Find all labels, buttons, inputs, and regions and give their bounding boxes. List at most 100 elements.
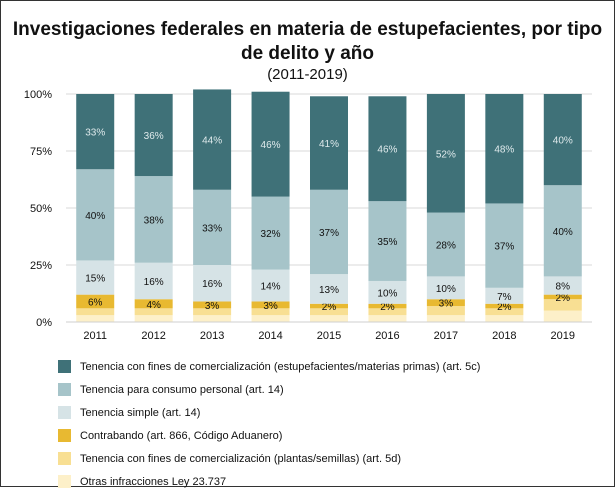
legend-label: Contrabando (art. 866, Código Aduanero)	[80, 429, 283, 442]
bar-segment	[251, 301, 290, 309]
bar-segment	[310, 189, 348, 275]
bar-segment	[76, 294, 115, 309]
legend-item: Otras infracciones Ley 23.737	[58, 470, 480, 493]
bar-segment	[193, 315, 232, 322]
bar-segment	[251, 315, 290, 322]
data-label: 32%	[261, 229, 281, 240]
bar-segment	[310, 308, 348, 316]
y-tick-label: 75%	[30, 146, 52, 158]
bar-segment	[543, 276, 582, 295]
data-label: 40%	[553, 136, 573, 147]
bar-segment	[134, 315, 173, 322]
data-label: 10%	[377, 288, 397, 299]
y-tick-label: 50%	[30, 203, 52, 215]
bar-segment	[134, 299, 173, 309]
y-tick-label: 0%	[36, 317, 52, 329]
bar-segment	[134, 308, 173, 316]
stacked-bar-chart: 0% 25% 50% 75% 100% 6% 15% 40% 33% 2011 4% 16% 38% 36…	[24, 89, 592, 342]
data-label: 2%	[380, 302, 395, 313]
bar-segment	[193, 189, 232, 265]
data-label: 36%	[144, 131, 164, 142]
data-label: 52%	[436, 149, 456, 160]
bar-segment	[310, 96, 348, 190]
data-label: 38%	[144, 215, 164, 226]
legend-item: Tenencia con fines de comercialización (…	[58, 355, 480, 378]
x-tick-label: 2013	[200, 330, 224, 342]
legend-label: Tenencia simple (art. 14)	[80, 406, 201, 419]
bar-segment	[485, 287, 524, 304]
bar-segment	[251, 308, 290, 316]
bar-segment	[485, 203, 524, 288]
x-tick-label: 2019	[551, 330, 575, 342]
chart-title: Investigaciones federales en materia de …	[12, 19, 603, 64]
data-label: 33%	[202, 223, 222, 234]
bar-segment	[251, 196, 290, 270]
bar-segment	[426, 212, 465, 277]
legend-swatch	[58, 452, 71, 465]
data-label: 16%	[144, 277, 164, 288]
bar-segment	[310, 315, 348, 322]
bar-segment	[426, 299, 465, 307]
data-label: 40%	[85, 211, 105, 222]
bar-segment	[193, 308, 232, 316]
legend-label: Tenencia para consumo personal (art. 14)	[80, 383, 284, 396]
x-tick-label: 2017	[434, 330, 458, 342]
data-label: 7%	[497, 292, 512, 303]
data-label: 41%	[319, 139, 339, 150]
bar-segment	[251, 91, 290, 197]
data-label: 2%	[322, 302, 337, 313]
data-label: 13%	[319, 285, 339, 296]
x-tick-label: 2015	[317, 330, 341, 342]
x-tick-label: 2016	[375, 330, 399, 342]
bar-segment	[485, 94, 524, 204]
bar-segment	[543, 185, 582, 277]
legend-swatch	[58, 360, 71, 373]
legend-swatch	[58, 475, 71, 488]
bar-segment	[76, 169, 115, 261]
data-label: 14%	[261, 282, 281, 293]
legend-swatch	[58, 406, 71, 419]
data-label: 48%	[494, 145, 514, 156]
bar-segment	[368, 96, 407, 202]
x-tick-label: 2011	[83, 330, 107, 342]
data-label: 8%	[556, 282, 571, 293]
data-label: 37%	[319, 228, 339, 239]
bar-segment	[368, 280, 407, 304]
bar-segment	[310, 274, 348, 304]
bar-segment	[368, 201, 407, 281]
data-label: 6%	[88, 297, 103, 308]
bar-segment	[543, 94, 582, 186]
legend-label: Otras infracciones Ley 23.737	[80, 475, 227, 488]
data-label: 2%	[497, 302, 512, 313]
legend-item: Contrabando (art. 866, Código Aduanero)	[58, 424, 480, 447]
data-label: 44%	[202, 136, 222, 147]
data-label: 28%	[436, 240, 456, 251]
bar-segment	[426, 306, 465, 316]
data-label: 35%	[377, 237, 397, 248]
data-label: 3%	[263, 301, 278, 312]
bar-segment	[251, 269, 290, 302]
bar-segment	[76, 315, 115, 322]
x-tick-label: 2014	[258, 330, 282, 342]
bar-segment	[368, 308, 407, 316]
bar-segment	[368, 315, 407, 322]
legend-label: Tenencia con fines de comercialización (…	[80, 360, 481, 373]
data-label: 46%	[377, 145, 397, 156]
bar-segment	[193, 301, 232, 309]
legend-swatch	[58, 383, 71, 396]
chart-subtitle: (2011-2019)	[267, 66, 348, 83]
data-label: 40%	[553, 227, 573, 238]
data-label: 2%	[556, 293, 571, 304]
legend-item: Tenencia para consumo personal (art. 14)	[58, 378, 480, 401]
bar-segment	[76, 260, 115, 295]
y-tick-label: 100%	[24, 89, 52, 101]
bar-segment	[543, 310, 582, 322]
bar-segment	[134, 94, 173, 177]
x-tick-label: 2018	[492, 330, 516, 342]
legend-swatch	[58, 429, 71, 442]
bar-segment	[426, 94, 465, 213]
chart-legend: Tenencia con fines de comercialización (…	[58, 355, 480, 493]
bar-segment	[426, 315, 465, 322]
bar-segment	[134, 176, 173, 263]
y-tick-label: 25%	[30, 260, 52, 272]
